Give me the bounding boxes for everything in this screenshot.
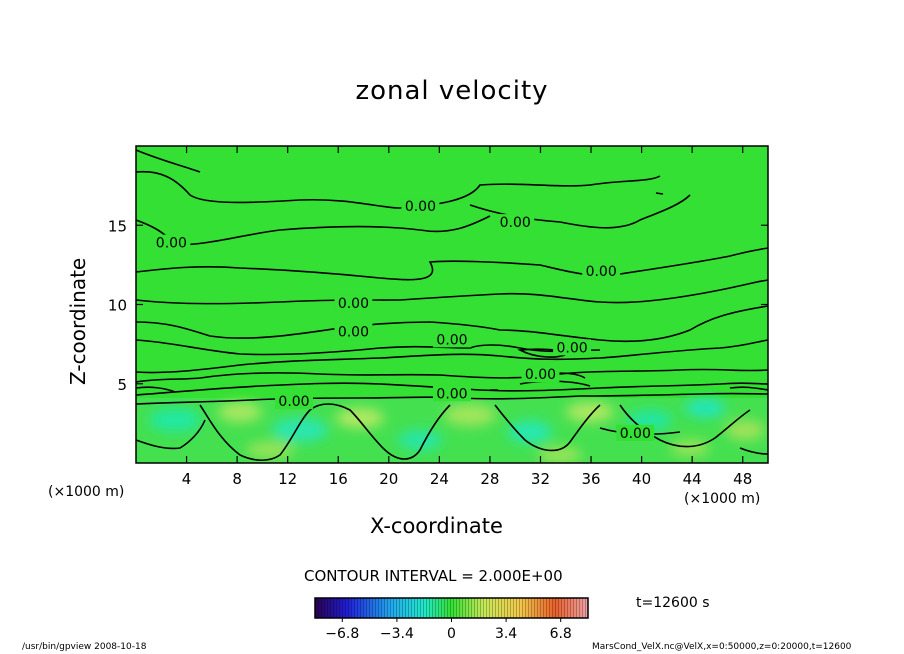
colorbar-tick-label: 0 xyxy=(447,626,456,642)
x-tick-label: 36 xyxy=(581,470,600,488)
x-tick-label: 12 xyxy=(278,470,297,488)
contour-label: 0.00 xyxy=(156,236,187,252)
x-axis-label: X-coordinate xyxy=(370,514,503,538)
x-axis: 4 8 12 16 20 24 28 32 36 40 44 48 xyxy=(182,146,752,488)
contour-label: 0.00 xyxy=(500,215,531,231)
contour-label-gap xyxy=(433,331,471,348)
contour-label-gap xyxy=(582,263,621,280)
contour-label: 0.00 xyxy=(525,367,556,383)
lower-mottled-field xyxy=(136,398,768,463)
x-tick-label: 32 xyxy=(531,470,550,488)
contour-label-gap xyxy=(152,234,191,251)
contour-label: 0.00 xyxy=(586,264,617,280)
chart-title: zonal velocity xyxy=(355,76,549,106)
y-tick-label: 15 xyxy=(108,217,127,235)
contour-label-gap xyxy=(433,385,471,402)
contour-label-gap xyxy=(334,323,373,340)
x-tick-label: 28 xyxy=(480,470,499,488)
colorbar-tick-label: 6.8 xyxy=(550,626,572,642)
contour-label: 0.00 xyxy=(436,332,467,348)
contour-label: 0.00 xyxy=(620,426,651,442)
plot-area: 0.000.000.000.000.000.00 0.00 0.000.000.00… xyxy=(108,145,769,488)
contour-label-gap xyxy=(616,424,655,441)
x-tick-label: 40 xyxy=(632,470,651,488)
colorbar-ticks: −6.8 −3.4 0 3.4 6.8 xyxy=(325,618,572,642)
contour-label: 0.00 xyxy=(556,340,587,356)
x-tick-label: 16 xyxy=(329,470,348,488)
contour-label: 0.00 xyxy=(338,296,369,312)
colorbar-tick-label: 3.4 xyxy=(495,626,517,642)
contour-label-gap xyxy=(275,393,313,410)
x-tick-label: 44 xyxy=(683,470,702,488)
colorbar: −6.8 −3.4 0 3.4 6.8 xyxy=(314,597,589,642)
x-tick-label: 8 xyxy=(232,470,242,488)
y-tick-label: 5 xyxy=(117,376,127,394)
x-tick-label: 20 xyxy=(379,470,398,488)
x-tick-label: 4 xyxy=(182,470,192,488)
contour-label-gap xyxy=(521,366,560,383)
contour-label-gap xyxy=(496,214,535,231)
contour-interval-label: CONTOUR INTERVAL = 2.000E+00 xyxy=(304,567,563,585)
x-tick-label: 48 xyxy=(733,470,752,488)
time-label: t=12600 s xyxy=(636,595,710,611)
contour-labels: 0.000.000.000.000.000.00 0.00 0.000.000.00… xyxy=(152,198,655,442)
contour-label: 0.00 xyxy=(436,386,467,402)
contour-label: 0.00 xyxy=(405,199,436,215)
contour-label-gap xyxy=(334,294,373,311)
x-tick-label: 24 xyxy=(430,470,449,488)
colorbar-tick-label: −3.4 xyxy=(380,626,414,642)
y-tick-label: 10 xyxy=(108,297,127,315)
y-axis-label: Z-coordinate xyxy=(66,257,90,385)
footer-right: MarsCond_VelX.nc@VelX,x=0:50000,z=0:2000… xyxy=(592,642,852,652)
contour-label-gap xyxy=(401,198,440,215)
x-unit-left: (×1000 m) xyxy=(48,484,125,500)
contour-label-gap xyxy=(553,339,592,356)
contour-label: 0.00 xyxy=(338,324,369,340)
x-unit-right: (×1000 m) xyxy=(684,491,761,507)
y-axis: 5 10 15 xyxy=(108,217,768,394)
footer-left: /usr/bin/gpview 2008-10-18 xyxy=(22,642,147,652)
contour-label: 0.00 xyxy=(278,394,309,410)
colorbar-hatching xyxy=(315,598,588,618)
colorbar-tick-label: −6.8 xyxy=(325,626,359,642)
